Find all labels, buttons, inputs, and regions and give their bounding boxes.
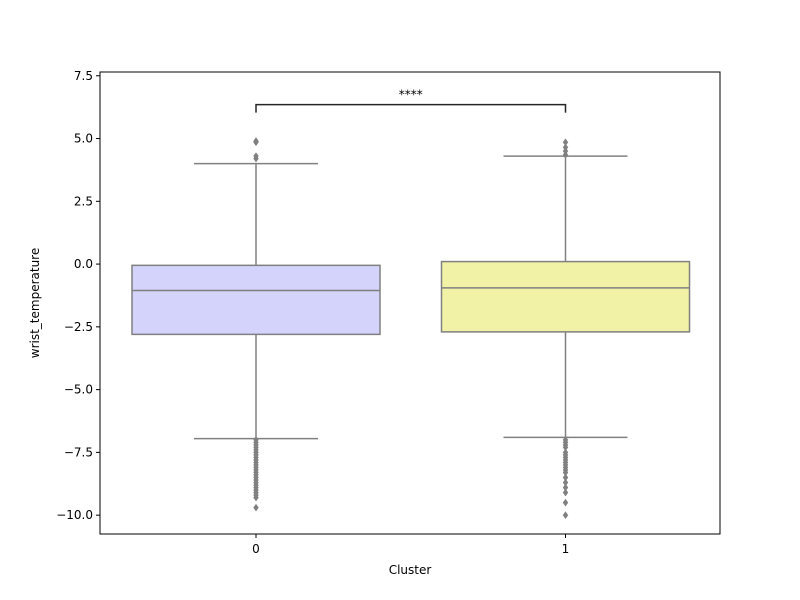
y-tick-label: 7.5 <box>74 69 93 83</box>
y-tick-label: −7.5 <box>64 445 93 459</box>
boxes-layer <box>131 137 691 520</box>
significance-bracket <box>255 103 567 113</box>
significance-text: **** <box>399 88 423 102</box>
outlier-point <box>562 511 569 520</box>
box-iqr <box>440 260 691 333</box>
outlier-point <box>253 503 259 512</box>
y-tick-label: −5.0 <box>64 383 93 397</box>
y-tick-label: 5.0 <box>74 132 93 146</box>
box-group-1 <box>440 138 691 520</box>
outlier-point <box>562 498 569 507</box>
box-group-0 <box>131 137 381 512</box>
significance-annotation: **** <box>255 88 567 113</box>
y-tick-label: 0.0 <box>74 257 93 271</box>
y-tick-label: −2.5 <box>64 320 93 334</box>
y-tick-label: −10.0 <box>56 508 93 522</box>
y-axis-label: wrist_temperature <box>28 248 42 358</box>
box-iqr <box>131 264 381 336</box>
y-tick-label: 2.5 <box>74 194 93 208</box>
plot-frame <box>99 71 721 535</box>
x-tick-label: 1 <box>562 542 570 556</box>
outlier-point <box>562 143 569 152</box>
x-axis-label: Cluster <box>389 563 432 577</box>
outlier-point <box>562 488 569 497</box>
outlier-point <box>253 152 259 161</box>
x-tick-label: 0 <box>252 542 260 556</box>
outlier-point <box>253 137 259 145</box>
outlier-point <box>562 138 569 147</box>
y-axis: −10.0 −7.5 −5.0 −2.5 0.0 2.5 5.0 7.5 <box>56 69 100 522</box>
outlier-point <box>253 493 259 502</box>
